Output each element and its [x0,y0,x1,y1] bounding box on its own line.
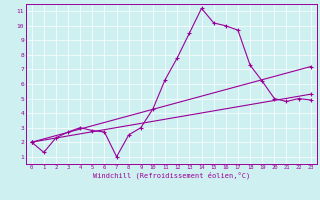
X-axis label: Windchill (Refroidissement éolien,°C): Windchill (Refroidissement éolien,°C) [92,172,250,179]
